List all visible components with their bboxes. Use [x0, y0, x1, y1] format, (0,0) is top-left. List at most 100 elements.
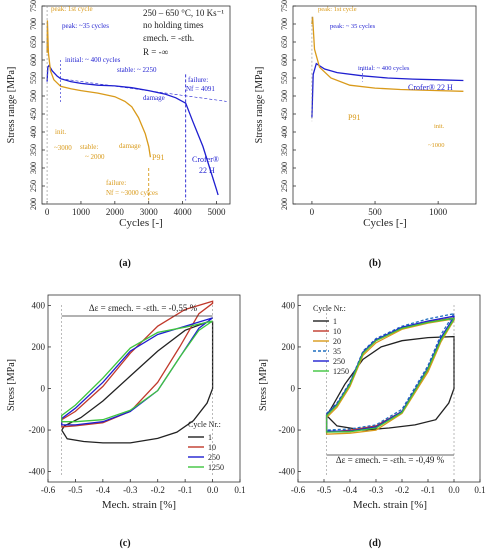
panel-b-ytick-label: 400: [280, 126, 289, 138]
panel-b-annotation-peak-1st: peak: 1st cycle: [318, 6, 357, 13]
panel-d-series-20: [325, 318, 455, 435]
panel-a-annotation-crofer: Crofer®: [192, 155, 219, 164]
panel-d-xtick-label: -0.3: [369, 485, 384, 495]
panel-a-plot-frame: [41, 5, 231, 205]
panel-a-annotation-3000: ~3000: [54, 144, 72, 152]
panel-a-xtick-label: 5000: [207, 207, 226, 217]
panel-c-series: [60, 300, 214, 477]
panel-b-series: [311, 16, 464, 122]
panel-c-ytick-label: 400: [32, 300, 46, 310]
panel-a-header-3: εmech. = -εth.: [143, 33, 194, 43]
panel-d-label: (d): [369, 538, 381, 549]
panel-b-label: (b): [369, 258, 381, 269]
panel-c-xtick-label: -0.4: [96, 485, 111, 495]
panel-a-annotation-nf-blue: Nf = 4091: [186, 85, 215, 93]
panel-c-ytick-label: -200: [29, 425, 46, 435]
panel-c-ylabel: Stress [MPa]: [6, 359, 17, 411]
panel-a-xtick-label: 0: [45, 207, 50, 217]
panel-c: -0.6 -0.5 -0.4 -0.3 -0.2 -0.1 0.0 0.1 -400 -200 0 2…: [6, 294, 246, 549]
panel-a-annotation-failure-orange: failure:: [106, 179, 126, 187]
panel-c-xtick-label: -0.1: [178, 485, 192, 495]
panel-b-annotation-p91: P91: [348, 113, 360, 122]
panel-a-label: (a): [119, 258, 131, 269]
panel-d-ytick-label: 400: [282, 300, 296, 310]
panel-b-ytick-label: 350: [280, 144, 289, 156]
panel-a-annotation-init: init.: [55, 128, 66, 136]
panel-a-annotation-failure-blue: failure:: [188, 76, 208, 84]
panel-b-ytick-label: 500: [280, 90, 289, 102]
panel-c-xtick-label: -0.6: [41, 485, 56, 495]
panel-c-label: (c): [119, 538, 130, 549]
panel-a-ytick-label: 300: [29, 162, 38, 174]
panel-a-annotation-22h: 22 H: [199, 166, 215, 175]
panel-d-series: [325, 305, 456, 477]
panel-a-xtick-label: 3000: [140, 207, 159, 217]
panel-c-xlabel: Mech. strain [%]: [102, 499, 176, 511]
panel-a-annotation-damage-blue: damage: [143, 94, 165, 102]
panel-d-legend-label: 20: [333, 337, 341, 346]
panel-c-legend-label: 1250: [208, 463, 224, 472]
panel-b-ytick-label: 550: [280, 72, 289, 84]
panel-d-ytick-label: -400: [279, 467, 296, 477]
panel-d-series-1250: [325, 317, 455, 433]
panel-c-legend-label: 250: [208, 453, 220, 462]
panel-c-xtick-label: 0.0: [207, 485, 219, 495]
panel-a-xtick-label: 4000: [174, 207, 193, 217]
panel-a-header-4: R = -∞: [143, 47, 168, 57]
panel-a-ticks: 0 1000 2000 3000 4000 5000 200 250 300 350 400 450 5…: [29, 0, 226, 217]
panel-a-annotation-2000: ~ 2000: [85, 153, 105, 161]
panel-a-ytick-label: 600: [29, 54, 38, 66]
panel-a-ytick-label: 250: [29, 180, 38, 192]
panel-a-annotation-nf-orange: Nf = ~3000 cylces: [106, 189, 158, 197]
panel-b: 0 500 1000 200 250 300 350 400 450 500 550 600 650 70…: [254, 0, 477, 269]
panel-b-ticks: 0 500 1000 200 250 300 350 400 450 500 550 600 650 70…: [280, 0, 448, 217]
panel-b-ytick-label: 650: [280, 36, 289, 48]
panel-d-legend-title: Cycle Nr.:: [313, 304, 346, 313]
panel-d-xtick-label: 0.0: [448, 485, 460, 495]
panel-c-xtick-label: -0.3: [123, 485, 138, 495]
panel-d-xtick-label: -0.2: [395, 485, 409, 495]
panel-c-ytick-label: -400: [29, 467, 46, 477]
panel-a-ytick-label: 550: [29, 72, 38, 84]
panel-b-annotation-1000: ~1000: [428, 142, 445, 149]
panel-b-ytick-label: 300: [280, 162, 289, 174]
panel-b-ytick-label: 250: [280, 180, 289, 192]
panel-c-xtick-label: -0.2: [151, 485, 165, 495]
panel-a: 0 1000 2000 3000 4000 5000 200 250 300 350 400 450 5…: [6, 0, 231, 269]
panel-d-legend-label: 1: [333, 317, 337, 326]
panel-b-ytick-label: 450: [280, 108, 289, 120]
panel-a-annotation-p91: P91: [152, 153, 164, 162]
panel-a-annotation-peak-35: peak: ~35 cycles: [62, 22, 109, 30]
panel-a-annotation-peak-1st: peak: 1st cycle: [51, 5, 93, 13]
panel-d-legend-label: 1250: [333, 367, 349, 376]
panel-d-xtick-label: -0.1: [421, 485, 435, 495]
panel-a-ylabel: Stress range [MPa]: [6, 67, 17, 144]
panel-d-xtick-label: -0.5: [317, 485, 332, 495]
panel-a-xtick-label: 1000: [72, 207, 91, 217]
panel-c-ytick-label: 200: [32, 342, 46, 352]
panel-d-xtick-label: -0.4: [343, 485, 358, 495]
panel-d-legend-label: 10: [333, 327, 341, 336]
panel-b-ytick-label: 200: [280, 198, 289, 210]
panel-a-series-crofer-22-h: [46, 64, 219, 196]
panel-d-ytick-label: 0: [291, 384, 296, 394]
panel-d-xtick-label: -0.6: [291, 485, 306, 495]
panel-a-ytick-label: 750: [29, 0, 38, 12]
panel-a-ytick-label: 500: [29, 90, 38, 102]
panel-a-annotation-initial: initial: ~ 400 cycles: [65, 56, 121, 64]
panel-d-ytick-label: 200: [282, 342, 296, 352]
panel-b-ytick-label: 600: [280, 54, 289, 66]
panel-b-plot-frame: [292, 5, 477, 205]
panel-b-ylabel: Stress range [MPa]: [254, 67, 265, 144]
panel-b-annotation-init: init.: [434, 123, 445, 130]
panel-a-series-p91: [46, 20, 152, 158]
panel-d-ticks: -0.6 -0.5 -0.4 -0.3 -0.2 -0.1 0.0 0.1 -400 -200 0 2…: [279, 300, 486, 495]
panel-c-legend-label: 10: [208, 443, 216, 452]
panel-a-series: [46, 6, 227, 204]
panel-b-xlabel: Cycles [-]: [363, 217, 407, 229]
panel-a-header-1: 250 – 650 °C, 10 Ks⁻¹: [143, 8, 224, 18]
